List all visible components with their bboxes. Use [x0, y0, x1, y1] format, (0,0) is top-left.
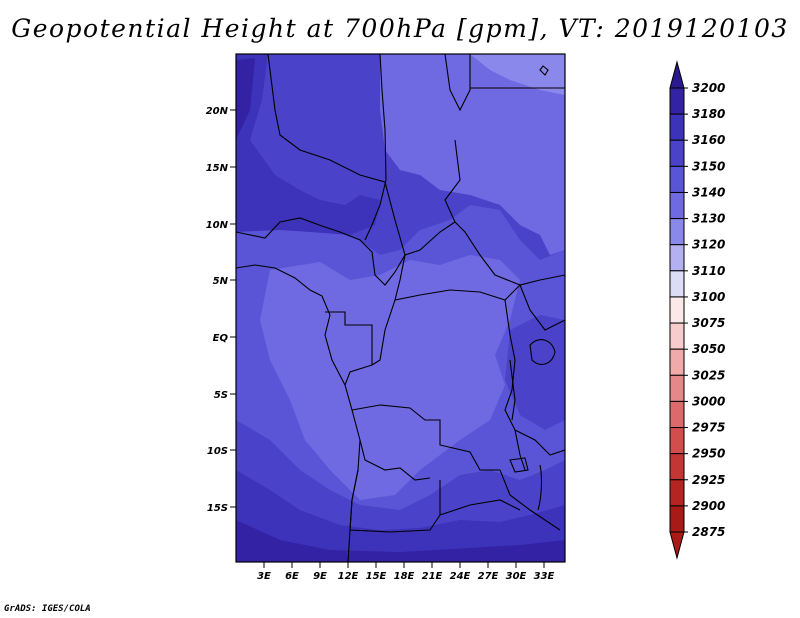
border-botswana [439, 499, 521, 516]
lat-label: 10N [206, 220, 229, 231]
colorbar-label: 2875 [692, 525, 725, 539]
map-frame [235, 53, 566, 563]
colorbar-segment [669, 505, 685, 533]
lon-label: 27E [478, 571, 499, 582]
colorbar-segment [669, 374, 685, 402]
plot-title: Geopotential Height at 700hPa [gpm], VT:… [11, 14, 789, 43]
credit-text: GrADS: IGES/COLA [4, 604, 91, 614]
lon-label: 21E [422, 571, 443, 582]
lat-axis: 20N 15N 10N 5N EQ 5S 10S 15S [206, 106, 236, 514]
lon-label: 18E [394, 571, 415, 582]
field-3120-north [470, 54, 565, 95]
lat-label: 5S [214, 390, 228, 401]
colorbar-segment [669, 270, 685, 298]
lon-label: 30E [506, 571, 527, 582]
colorbar-segment [669, 113, 685, 141]
lon-label: 9E [313, 571, 327, 582]
lake-kariba [509, 457, 529, 473]
lon-label: 24E [450, 571, 471, 582]
colorbar-label: 2950 [692, 447, 725, 461]
colorbar-bottom-arrow [669, 531, 685, 560]
political-boundaries [236, 54, 565, 562]
colorbar-segment [669, 322, 685, 350]
colorbar-top-arrow [669, 60, 685, 89]
border-tanzania-zambia [514, 429, 565, 456]
colorbar-label: 3130 [692, 212, 725, 226]
border-zimbabwe-mozambique [499, 469, 561, 531]
lat-label: 5N [213, 276, 229, 287]
border-niger-chad [364, 54, 387, 241]
border-uganda-kenya [519, 284, 565, 331]
colorbar-label: 3120 [692, 238, 725, 252]
border-angola-drc [351, 404, 500, 471]
colorbar-segment [669, 427, 685, 455]
lake-victoria [529, 339, 556, 365]
colorbar: 3200 3180 3160 3150 3140 3130 3120 3110 3100 3075… [669, 60, 725, 560]
border-sahel-west [267, 54, 386, 183]
lat-label: 15N [206, 163, 229, 174]
border-west-africa [236, 217, 406, 286]
colorbar-label: 2925 [692, 473, 725, 487]
colorbar-label: 3025 [692, 368, 725, 382]
colorbar-label: 3100 [692, 290, 725, 304]
colorbar-segment [669, 191, 685, 220]
colorbar-label: 3110 [692, 264, 725, 278]
border-car-drc [394, 254, 521, 301]
field-3160-west [236, 54, 380, 235]
border-chad-car-sudan [384, 181, 565, 286]
border-angola-zambia [359, 439, 431, 481]
border-gabon-congo [325, 311, 373, 386]
colorbar-label: 3180 [692, 107, 725, 121]
lon-label: 15E [366, 571, 387, 582]
height-field [236, 54, 565, 562]
field-3130-north [380, 54, 565, 255]
border-rift-east [504, 299, 526, 471]
colorbar-label: 3075 [692, 316, 725, 330]
border-chad-sudan [444, 139, 461, 223]
border-congo-drc [371, 299, 396, 366]
colorbar-segment [669, 453, 685, 481]
field-3180-west [236, 58, 255, 140]
lon-label: 6E [285, 571, 299, 582]
colorbar-segment [669, 165, 685, 193]
lake-tanganyika [509, 359, 516, 421]
lat-label: 20N [206, 106, 229, 117]
colorbar-segment [669, 139, 685, 167]
field-3160-south [236, 470, 565, 562]
lon-axis: 3E 6E 9E 12E 15E 18E 21E 24E 27E 30E 33E [257, 562, 555, 582]
coastline-red-sea [539, 65, 549, 76]
colorbar-label: 2975 [692, 421, 725, 435]
lat-label: 15S [207, 503, 228, 514]
lon-label: 12E [338, 571, 359, 582]
colorbar-label: 3140 [692, 185, 725, 199]
colorbar-label: 3050 [692, 342, 725, 356]
lake-malawi [537, 464, 543, 511]
field-3130-central [260, 255, 520, 500]
field-3180-south [236, 520, 565, 562]
lat-label: 10S [207, 446, 228, 457]
colorbar-label: 3000 [692, 394, 725, 408]
colorbar-label: 2900 [692, 499, 725, 513]
lon-label: 3E [257, 571, 271, 582]
colorbar-segment [669, 479, 685, 507]
colorbar-label: 3160 [692, 133, 725, 147]
border-libya-egypt [444, 54, 471, 112]
colorbar-label: 3200 [692, 81, 725, 95]
colorbar-segment [669, 218, 685, 246]
lon-label: 33E [534, 571, 555, 582]
colorbar-segment [669, 87, 685, 115]
colorbar-segment [669, 244, 685, 272]
lat-label: EQ [213, 333, 229, 344]
colorbar-label: 3150 [692, 159, 725, 173]
colorbar-segment [669, 400, 685, 429]
colorbar-segment [669, 348, 685, 376]
colorbar-segment [669, 296, 685, 324]
